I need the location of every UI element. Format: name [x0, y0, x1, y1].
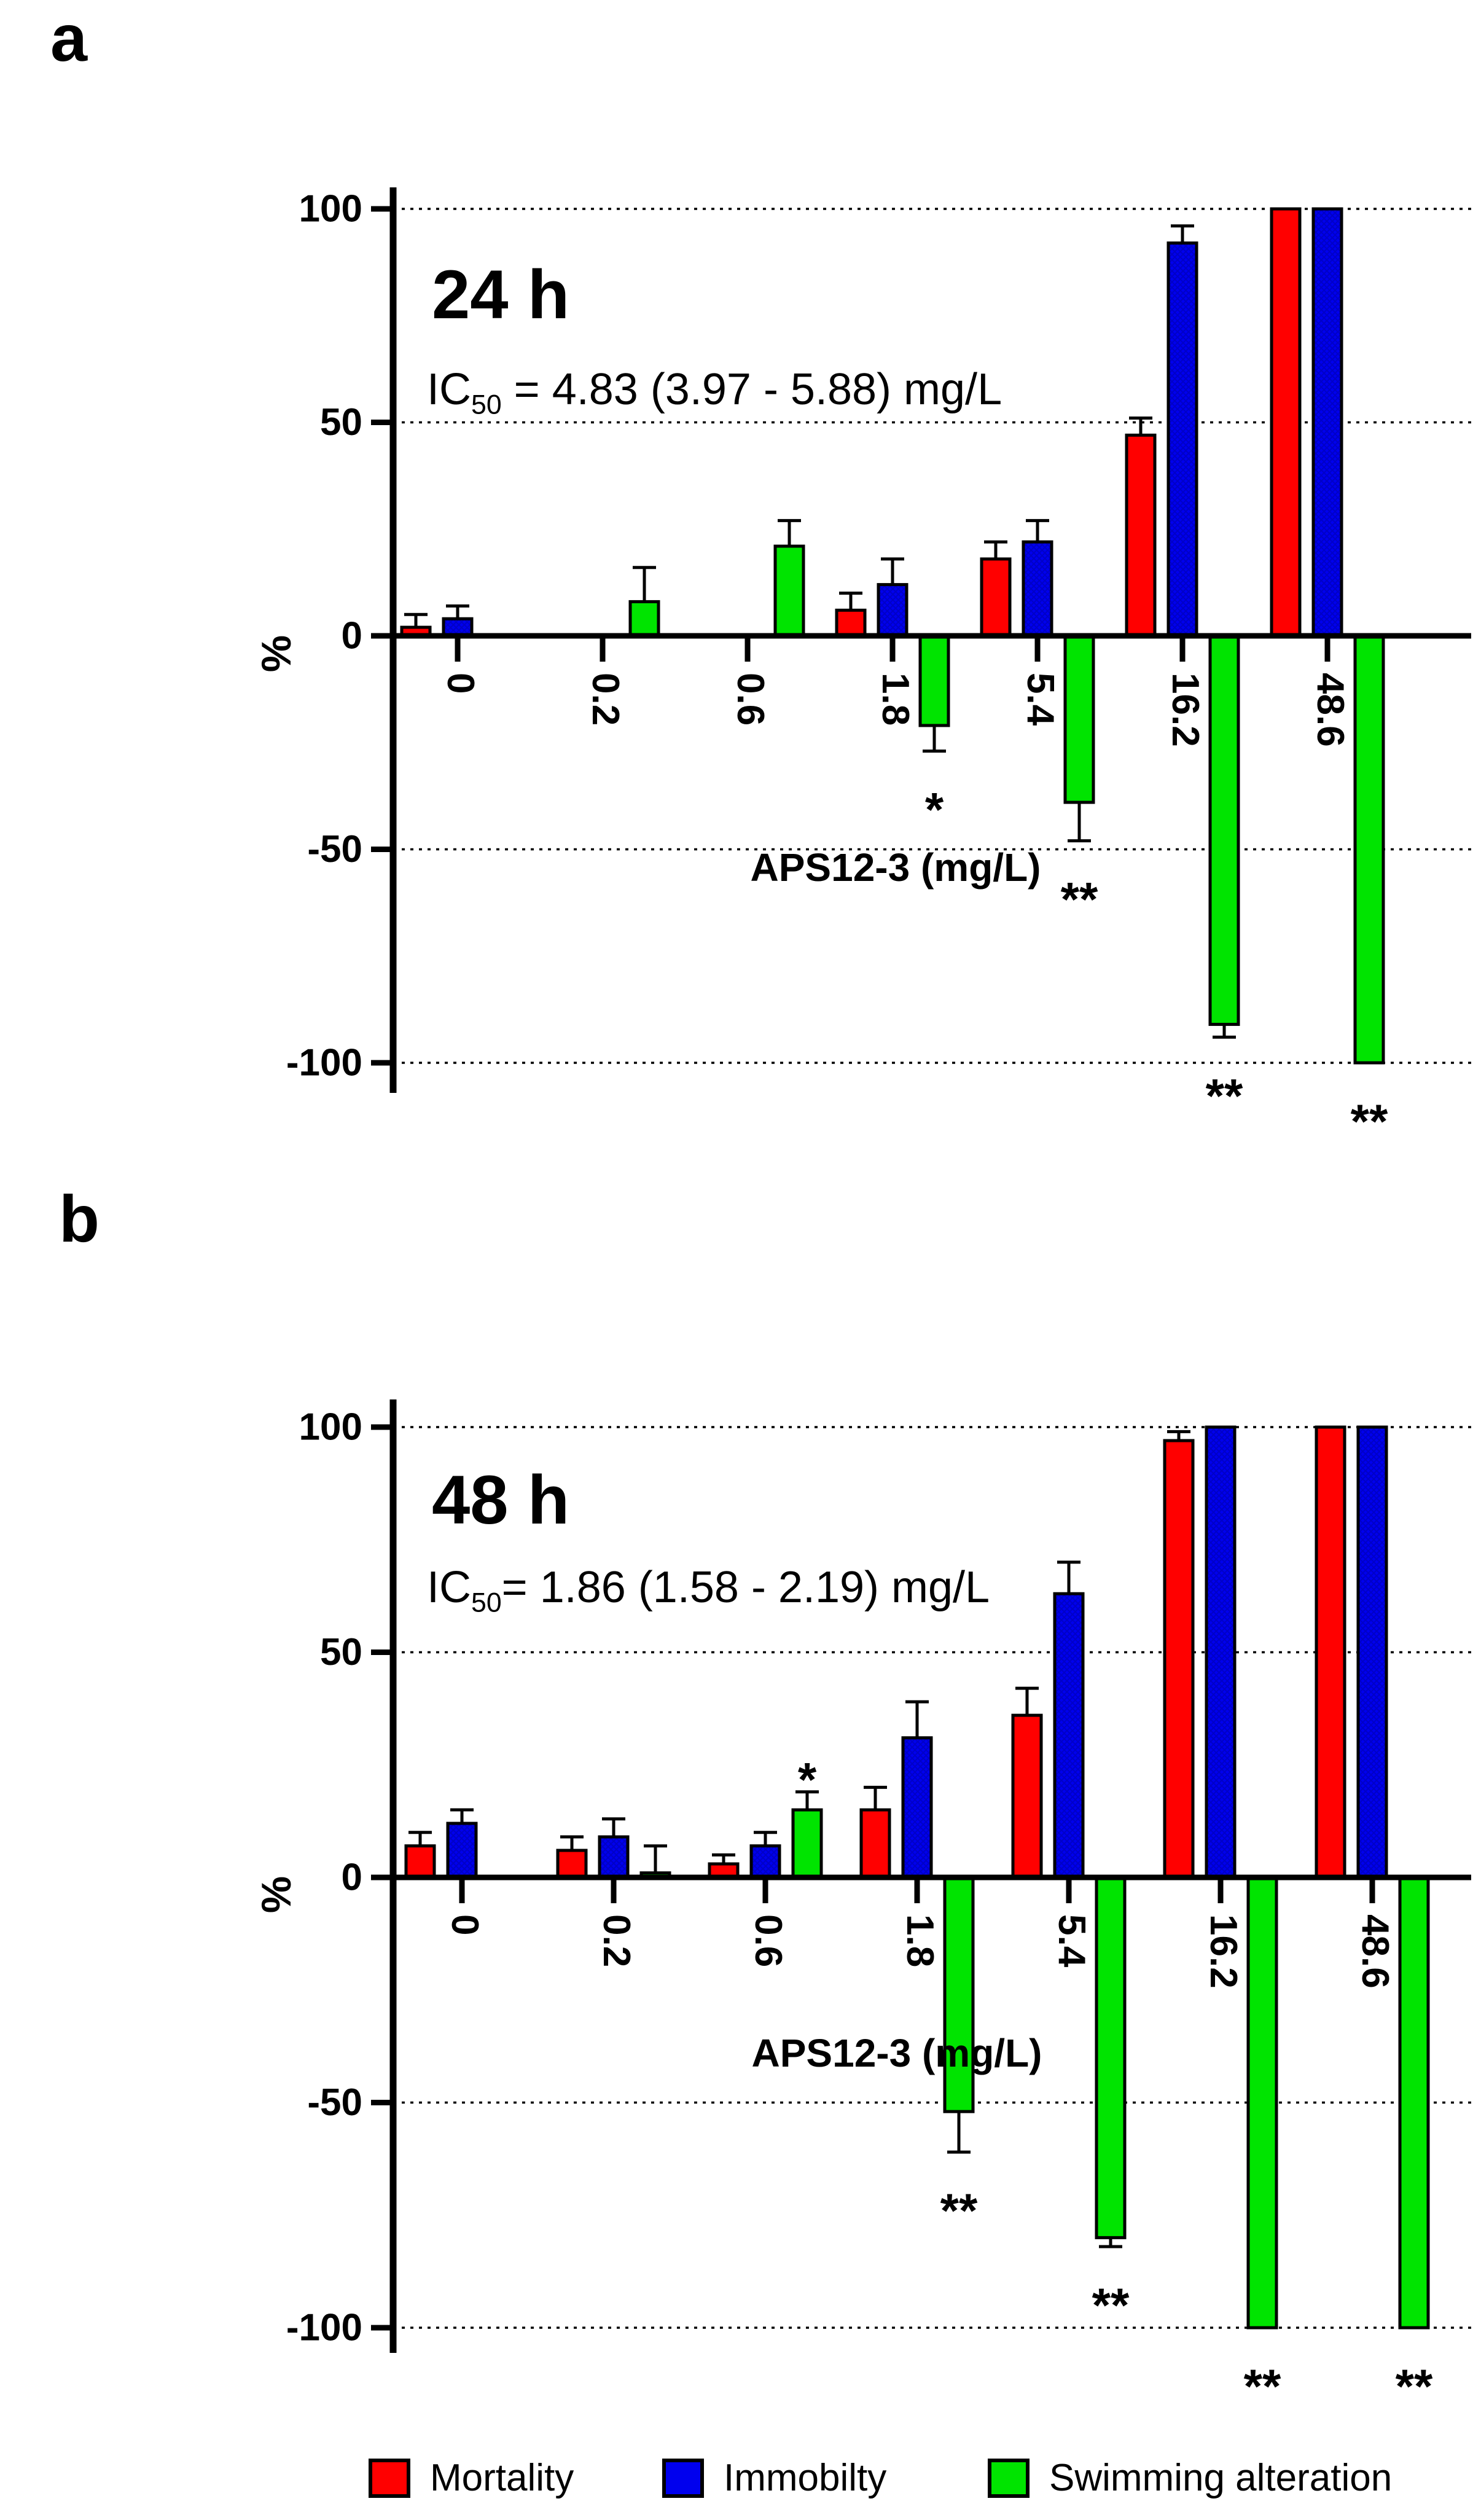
panel-b-y-tick-label-100: 100: [299, 1406, 362, 1449]
panel-a-significance-48.6: **: [1351, 1094, 1388, 1148]
panel-b-significance-48.6: **: [1396, 2359, 1433, 2413]
panel-a-x-tick-label-5.4: 5.4: [1019, 673, 1061, 726]
panel-a-y-tick-label-0: 0: [342, 615, 362, 657]
panel-b-bar-immobilty-5.4: [1053, 1592, 1085, 1879]
panel-b-bar-mortality-5.4: [1011, 1713, 1043, 1879]
panel-b-y-tick-label--50: -50: [307, 2081, 362, 2124]
panel-b-x-tick-label-0.2: 0.2: [595, 1914, 638, 1967]
panel-b-y-tick-label-50: 50: [320, 1631, 362, 1673]
panel-b-bar-swimming-alteration-5.4: [1095, 1876, 1127, 2239]
panel-b-ic50-prefix: IC: [427, 1563, 471, 1612]
panel-a-x-tick-label-1.8: 1.8: [874, 673, 916, 726]
panel-a-y-tick-label--50: -50: [307, 828, 362, 871]
panel-b-bar-immobilty-48.6: [1356, 1425, 1388, 1879]
panel-b-bar-immobilty-0: [446, 1822, 478, 1879]
panel-b-bar-immobilty-1.8: [901, 1736, 933, 1879]
panel-b-bar-swimming-alteration-16.2: [1246, 1876, 1278, 2330]
legend-swatch-mortality: [369, 2459, 410, 2498]
panel-a-y-axis-title: %: [253, 635, 300, 673]
legend-swatch-immobilty: [662, 2459, 704, 2498]
panel-a-bar-mortality-5.4: [980, 557, 1012, 638]
panel-b-bar-immobilty-0.2: [598, 1835, 630, 1879]
legend-swatch-swimming-alteration: [988, 2459, 1030, 2498]
panel-b-bar-mortality-0: [404, 1844, 436, 1879]
panel-a-significance-1.8: *: [925, 783, 944, 837]
panel-b-x-tick-label-1.8: 1.8: [899, 1914, 941, 1967]
legend-item-swimming-alteration: Swimming alteration: [988, 2459, 1392, 2498]
panel-a-x-tick-label-0: 0: [439, 673, 482, 694]
panel-a-y-tick-label-50: 50: [320, 401, 362, 444]
panel-a-x-axis-title: APS12-3 (mg/L): [750, 845, 1041, 890]
panel-a-bar-swimming-alteration-16.2: [1208, 634, 1240, 1026]
panel-a-ic50-rest: = 4.83 (3.97 - 5.88) mg/L: [501, 365, 1002, 414]
panel-a-bar-swimming-alteration-5.4: [1063, 634, 1095, 804]
panel-b-y-tick-label--100: -100: [286, 2307, 362, 2349]
panel-a-bar-mortality-48.6: [1270, 207, 1302, 638]
panel-a-ic50: IC50 = 4.83 (3.97 - 5.88) mg/L: [427, 365, 1002, 418]
panel-b-bar-mortality-48.6: [1315, 1425, 1346, 1879]
legend-label-immobilty: Immobilty: [724, 2457, 887, 2499]
panel-b-time-label: 48 h: [432, 1462, 570, 1538]
panel-a-x-tick-label-16.2: 16.2: [1164, 673, 1206, 747]
panel-b-bar-mortality-1.8: [859, 1808, 891, 1879]
panel-a-bar-immobilty-5.4: [1022, 540, 1053, 638]
panel-b-bar-swimming-alteration-1.8: [943, 1876, 975, 2113]
panel-a-y-tick-label-100: 100: [299, 188, 362, 230]
panel-b-significance-1.8: **: [940, 2183, 978, 2237]
panel-b-bar-immobilty-16.2: [1205, 1425, 1237, 1879]
panel-a-bar-swimming-alteration-0.6: [773, 544, 805, 638]
panel-a-bar-swimming-alteration-0.2: [628, 600, 660, 638]
panel-a-significance-16.2: **: [1206, 1068, 1243, 1122]
panel-b-x-tick-label-48.6: 48.6: [1354, 1914, 1396, 1989]
panel-b-bar-mortality-0.2: [556, 1849, 588, 1879]
panel-a-x-tick-label-0.6: 0.6: [729, 673, 772, 726]
panel-a-y-tick-label--100: -100: [286, 1042, 362, 1084]
panel-b-x-tick-label-16.2: 16.2: [1202, 1914, 1245, 1989]
panel-b-significance-16.2: **: [1244, 2359, 1281, 2413]
panel-b-bar-immobilty-0.6: [749, 1844, 781, 1879]
panel-a-ic50-sub: 50: [471, 389, 502, 420]
panel-a-x-tick-label-48.6: 48.6: [1309, 673, 1351, 747]
panel-b-x-tick-label-0: 0: [444, 1914, 486, 1935]
panel-b-ic50: IC50= 1.86 (1.58 - 2.19) mg/L: [427, 1563, 990, 1616]
panel-a-ic50-prefix: IC: [427, 365, 471, 414]
legend-label-swimming-alteration: Swimming alteration: [1049, 2457, 1393, 2499]
panel-b-y-axis-title: %: [253, 1876, 300, 1914]
panel-a-letter: a: [50, 1, 88, 75]
panel-b-significance-5.4: **: [1092, 2278, 1130, 2332]
panel-a-bar-mortality-1.8: [835, 608, 867, 638]
panel-a-bar-mortality-16.2: [1125, 433, 1157, 638]
panel-b-letter: b: [59, 1181, 100, 1256]
panel-b-ic50-sub: 50: [471, 1587, 502, 1618]
panel-a-bar-immobilty-1.8: [877, 583, 909, 638]
panel-b-x-tick-label-5.4: 5.4: [1050, 1914, 1093, 1968]
panel-a-time-label: 24 h: [432, 256, 570, 333]
panel-a-bar-swimming-alteration-1.8: [918, 634, 950, 727]
panel-a-significance-5.4: **: [1061, 872, 1098, 926]
panel-b-x-axis-title: APS12-3 (mg/L): [751, 2031, 1042, 2075]
panel-b-bar-swimming-alteration-0.6: [791, 1808, 823, 1879]
panel-b-bar-mortality-16.2: [1163, 1439, 1195, 1879]
panel-a-x-tick-label-0.2: 0.2: [584, 673, 627, 726]
legend-item-mortality: Mortality: [369, 2459, 574, 2498]
panel-a-bar-swimming-alteration-48.6: [1353, 634, 1385, 1065]
legend-item-immobilty: Immobilty: [662, 2459, 886, 2498]
legend-label-mortality: Mortality: [430, 2457, 574, 2499]
panel-a-bar-immobilty-48.6: [1311, 207, 1343, 638]
panel-a-bar-immobilty-16.2: [1166, 241, 1198, 638]
panel-b-y-tick-label-0: 0: [342, 1857, 362, 1899]
panel-b-significance-0.6: *: [798, 1753, 817, 1807]
panel-b-ic50-rest: = 1.86 (1.58 - 2.19) mg/L: [501, 1563, 990, 1612]
panel-b-x-tick-label-0.6: 0.6: [747, 1914, 789, 1967]
panel-b-bar-swimming-alteration-48.6: [1398, 1876, 1430, 2330]
